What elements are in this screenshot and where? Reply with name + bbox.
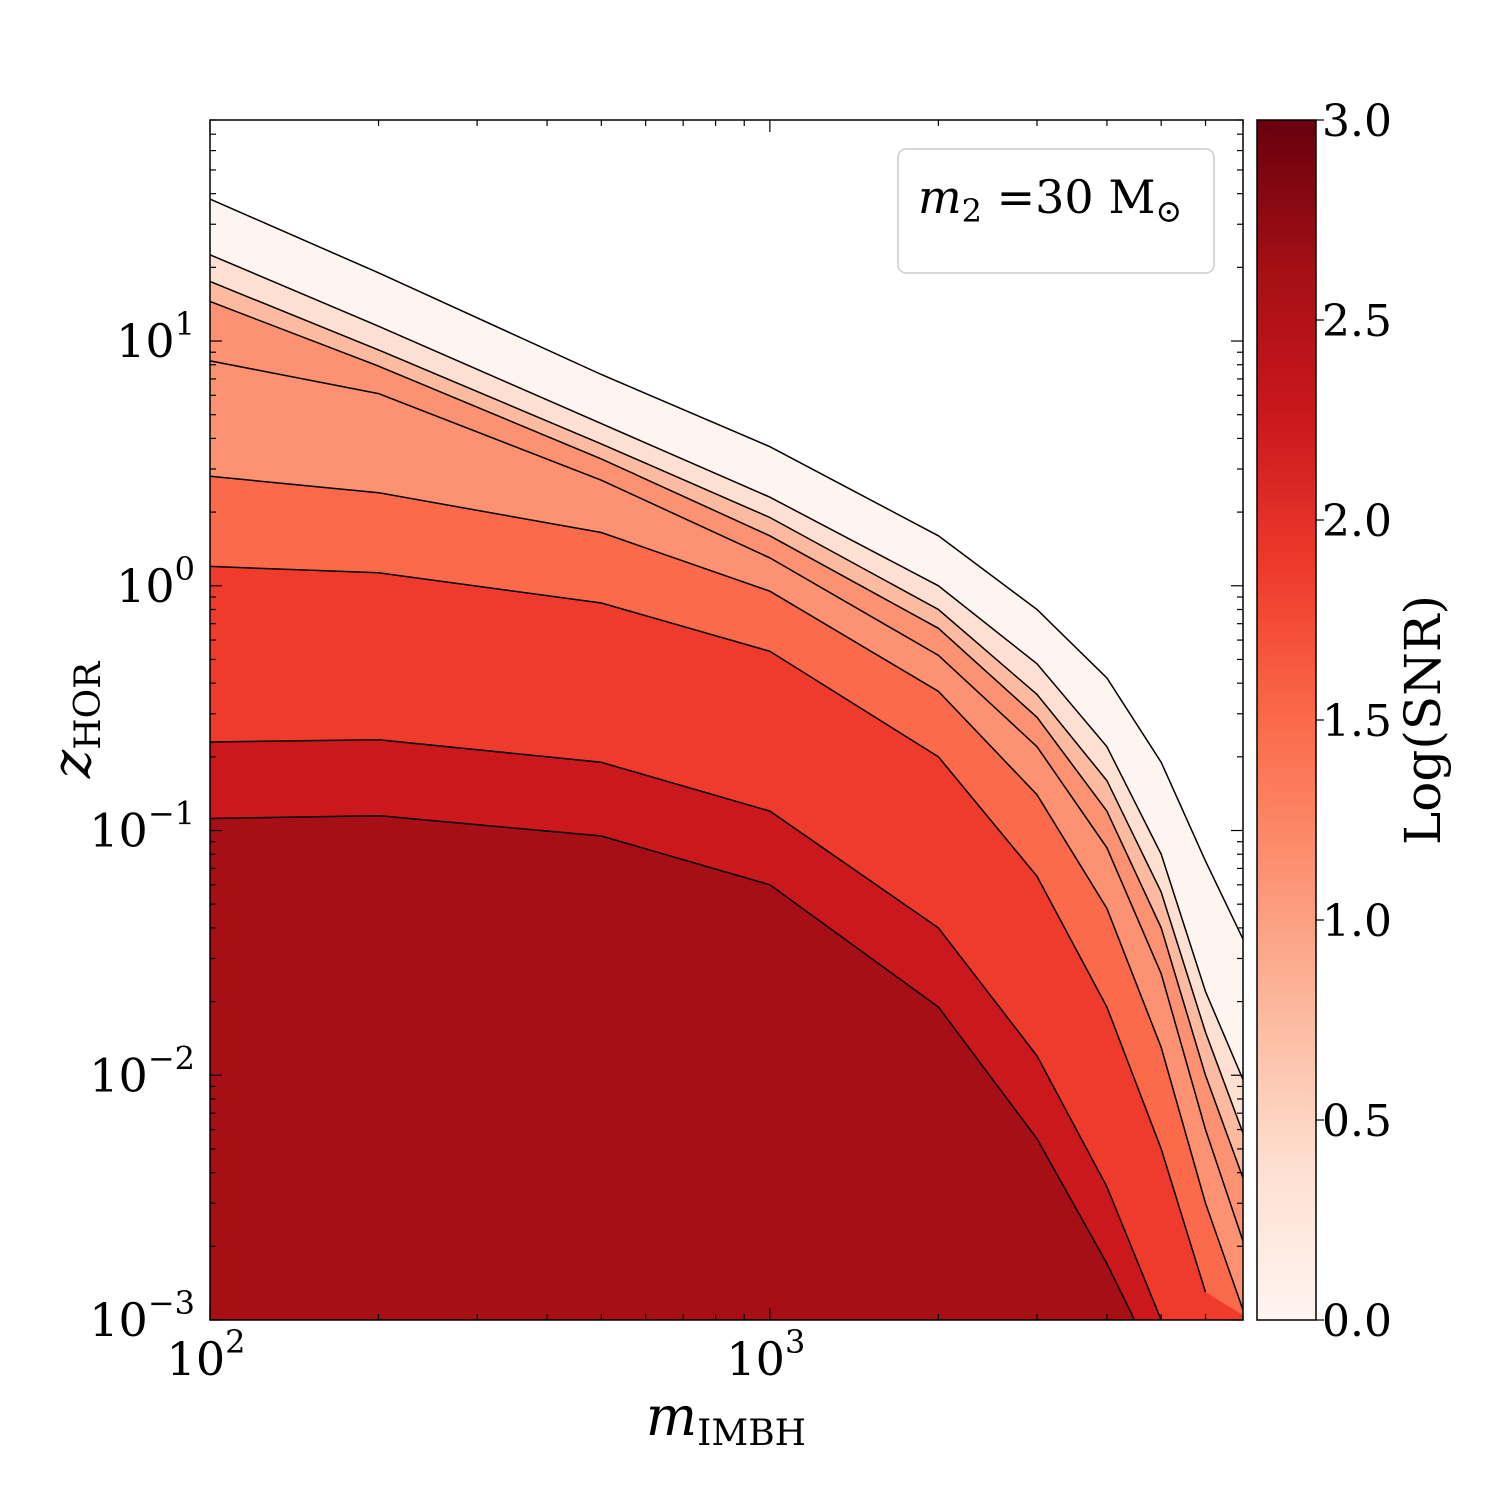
y-tick-labels: 10−3 10−2 10−1 100 101 [89,305,195,1347]
x-tick-label: 102 [167,1323,246,1386]
x-tick-labels: 102 103 [167,1323,806,1386]
legend: m2 =30 M⊙ [897,148,1215,274]
x-tick-label: 103 [726,1323,805,1386]
legend-text: m2 =30 M⊙ [918,170,1182,230]
colorbar-tick-label: 0.5 [1322,1096,1392,1147]
y-axis-title-sub: HOR [68,661,109,750]
colorbar-tick-label: 0.0 [1322,1296,1392,1347]
contour-line-0 [210,198,1243,940]
y-tick-label: 100 [116,550,195,613]
contour-line-8 [210,814,1136,1320]
colorbar-tick-label: 1.5 [1322,696,1392,747]
colorbar-tick-label: 2.0 [1322,496,1392,547]
colorbar-tick-label: 3.0 [1322,96,1392,147]
legend-box [897,148,1215,274]
x-axis-title-base: m [646,1385,697,1448]
colorbar [1256,119,1317,1321]
y-tick-label: 101 [116,305,195,368]
y-axis-title-base: z [40,749,103,779]
contour-lines [210,198,1243,1320]
plot-frame [209,119,1244,1321]
contour-line-1 [210,254,1243,1080]
contour-line-2 [210,280,1243,1134]
y-axis-title: zHOR [40,661,109,779]
y-tick-label: 10−1 [89,795,195,858]
y-tick-label: 10−2 [89,1039,195,1102]
x-axis-title-sub: IMBH [697,1413,806,1454]
x-axis-title: mIMBH [646,1385,806,1454]
colorbar-tick-label: 2.5 [1322,296,1392,347]
y-tick-label: 10−3 [89,1284,195,1347]
contour-band-8 [210,815,1135,1320]
colorbar-ticks: 0.0 0.5 1.0 1.5 2.0 2.5 3.0 [1316,96,1392,1347]
contour-line-5 [210,475,1243,1311]
contour-line-4 [210,360,1243,1242]
colorbar-tick-label: 1.0 [1322,896,1392,947]
contour-fills [210,199,1243,1320]
contour-line-6 [210,565,1207,1293]
contour-line-7 [210,738,1162,1320]
colorbar-title: Log(SNR) [1394,595,1452,845]
contour-line-3 [210,300,1243,1179]
